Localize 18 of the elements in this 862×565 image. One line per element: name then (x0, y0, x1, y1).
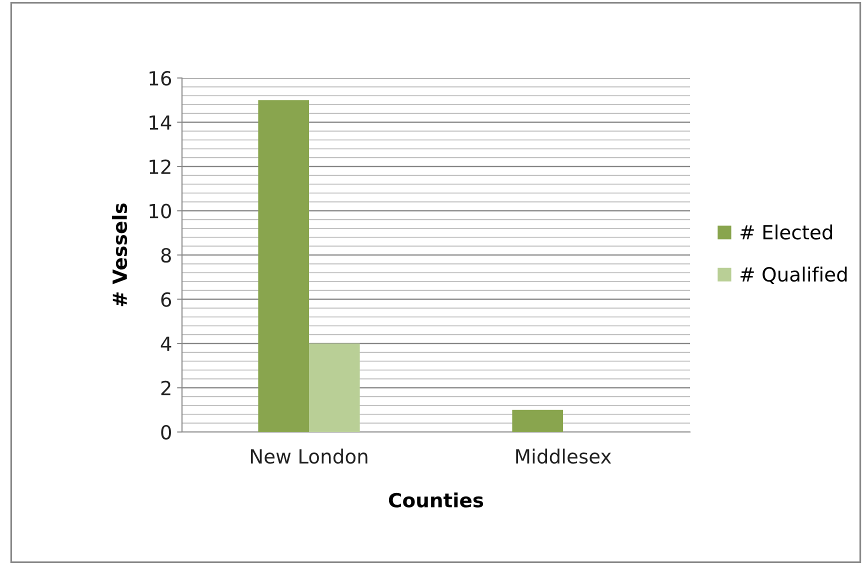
x-axis-title: Counties (388, 492, 484, 508)
y-tick-label: 16 (150, 70, 172, 86)
y-tick-label: 8 (161, 248, 171, 263)
legend-label: # Elected (740, 224, 832, 240)
y-tick-label: 6 (161, 292, 172, 307)
y-tick-label: 0 (161, 424, 171, 440)
y-tick-label: 14 (150, 115, 172, 130)
x-tick-label: New London (250, 448, 368, 464)
y-tick-label: 12 (150, 159, 170, 174)
y-tick-label: 2 (161, 380, 170, 396)
x-tick-label: Middlesex (516, 448, 612, 464)
legend-label: # Qualified (740, 266, 847, 284)
bar (512, 410, 563, 432)
y-axis-title: # Vessels (112, 204, 128, 306)
bar (258, 100, 309, 432)
bar (309, 344, 360, 432)
y-tick-label: 10 (150, 204, 171, 218)
y-tick-label: 4 (160, 336, 172, 351)
